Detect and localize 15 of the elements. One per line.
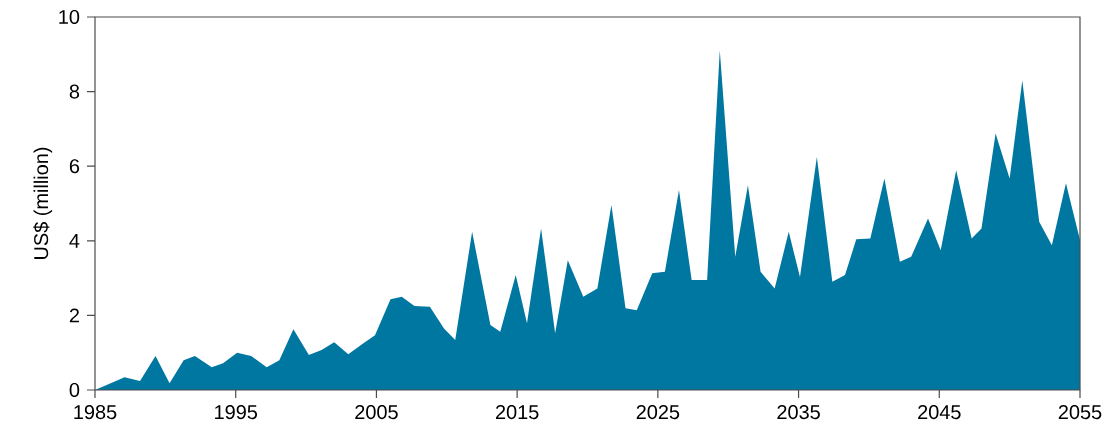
x-tick-label: 1985 — [74, 405, 117, 420]
y-tick-label: 2 — [69, 308, 79, 323]
x-tick-label: 1995 — [215, 405, 258, 420]
y-tick-label: 10 — [59, 9, 80, 25]
y-axis-title: US$ (million) — [33, 147, 53, 259]
x-tick-label: 2035 — [777, 405, 820, 420]
y-tick-label: 0 — [69, 382, 80, 398]
x-tick-label: 2015 — [495, 405, 539, 420]
x-tick-label: 2005 — [355, 405, 398, 420]
x-tick-label: 2055 — [1058, 405, 1102, 420]
y-tick-label: 6 — [69, 159, 80, 174]
x-tick-label: 2025 — [636, 405, 680, 420]
x-tick-label: 2045 — [918, 405, 961, 420]
y-tick-label: 8 — [69, 84, 80, 99]
y-tick-label: 4 — [69, 233, 80, 248]
